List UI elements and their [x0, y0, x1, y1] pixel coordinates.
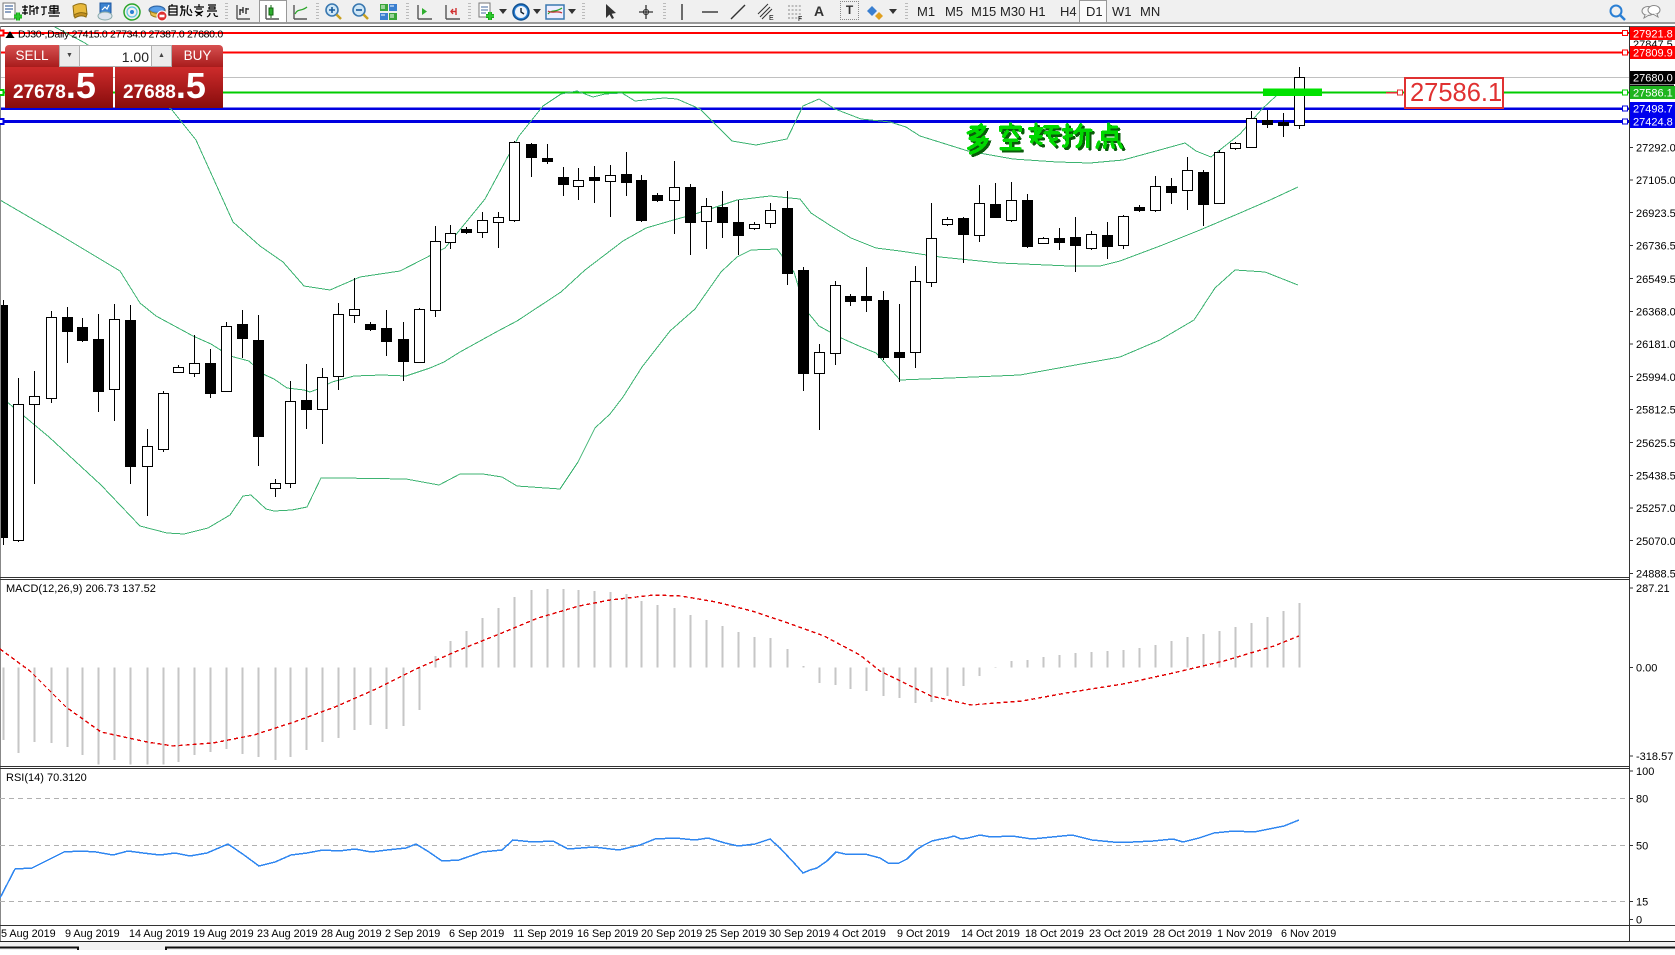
- svg-text:14 Oct 2019: 14 Oct 2019: [961, 928, 1020, 940]
- svg-text:11 Sep 2019: 11 Sep 2019: [513, 928, 573, 940]
- svg-text:28 Aug 2019: 28 Aug 2019: [321, 928, 382, 940]
- svg-text:RSI(14) 70.3120: RSI(14) 70.3120: [6, 772, 87, 784]
- svg-text:14 Aug 2019: 14 Aug 2019: [129, 928, 190, 940]
- svg-text:MACD(12,26,9) 206.73 137.52: MACD(12,26,9) 206.73 137.52: [6, 583, 156, 595]
- svg-text:28 Oct 2019: 28 Oct 2019: [1153, 928, 1212, 940]
- svg-text:26923.5: 26923.5: [1636, 208, 1675, 220]
- svg-text:26181.0: 26181.0: [1636, 339, 1675, 351]
- svg-text:100: 100: [1636, 766, 1654, 778]
- svg-text:E: E: [769, 15, 774, 22]
- svg-text:5 Aug 2019: 5 Aug 2019: [1, 928, 56, 940]
- svg-text:6 Nov 2019: 6 Nov 2019: [1281, 928, 1336, 940]
- svg-text:26736.5: 26736.5: [1636, 241, 1675, 253]
- svg-text:9 Aug 2019: 9 Aug 2019: [65, 928, 120, 940]
- svg-text:25812.5: 25812.5: [1636, 405, 1675, 417]
- svg-text:2 Sep 2019: 2 Sep 2019: [385, 928, 440, 940]
- svg-text:27586.1: 27586.1: [1633, 88, 1673, 100]
- svg-text:4 Oct 2019: 4 Oct 2019: [833, 928, 886, 940]
- svg-text:0.00: 0.00: [1636, 663, 1657, 675]
- svg-text:-318.57: -318.57: [1636, 751, 1673, 763]
- svg-text:287.21: 287.21: [1636, 583, 1670, 595]
- svg-text:23 Aug 2019: 23 Aug 2019: [257, 928, 318, 940]
- svg-text:15: 15: [1636, 897, 1648, 909]
- svg-text:9 Oct 2019: 9 Oct 2019: [897, 928, 950, 940]
- svg-text:25070.0: 25070.0: [1636, 536, 1675, 548]
- svg-text:30 Sep 2019: 30 Sep 2019: [769, 928, 830, 940]
- svg-text:6 Sep 2019: 6 Sep 2019: [449, 928, 504, 940]
- svg-text:1 Nov 2019: 1 Nov 2019: [1217, 928, 1272, 940]
- svg-text:20 Sep 2019: 20 Sep 2019: [641, 928, 702, 940]
- svg-text:27921.8: 27921.8: [1633, 29, 1673, 41]
- svg-text:DJ30-,Daily 27415.0 27734.0 2: DJ30-,Daily 27415.0 27734.0 27387.0 2768…: [18, 29, 223, 41]
- svg-text:27498.7: 27498.7: [1633, 104, 1673, 116]
- svg-text:25994.0: 25994.0: [1636, 372, 1675, 384]
- svg-text:25625.5: 25625.5: [1636, 438, 1675, 450]
- svg-text:25257.0: 25257.0: [1636, 503, 1675, 515]
- svg-text:27586.1: 27586.1: [1410, 79, 1502, 107]
- svg-text:19 Aug 2019: 19 Aug 2019: [193, 928, 254, 940]
- svg-text:25438.5: 25438.5: [1636, 471, 1675, 483]
- svg-text:27105.0: 27105.0: [1636, 175, 1675, 187]
- svg-text:24888.5: 24888.5: [1636, 569, 1675, 581]
- svg-text:0: 0: [1636, 915, 1642, 927]
- svg-text:50: 50: [1636, 841, 1648, 853]
- svg-text:27424.8: 27424.8: [1633, 117, 1673, 129]
- svg-text:27680.0: 27680.0: [1633, 73, 1673, 85]
- svg-text:80: 80: [1636, 794, 1648, 806]
- svg-text:25 Sep 2019: 25 Sep 2019: [705, 928, 766, 940]
- svg-text:23 Oct 2019: 23 Oct 2019: [1089, 928, 1148, 940]
- svg-text:26549.5: 26549.5: [1636, 274, 1675, 286]
- svg-text:16 Sep 2019: 16 Sep 2019: [577, 928, 638, 940]
- svg-text:F: F: [798, 16, 802, 22]
- svg-text:27809.9: 27809.9: [1633, 48, 1673, 60]
- svg-text:27292.0: 27292.0: [1636, 143, 1675, 155]
- svg-text:26368.0: 26368.0: [1636, 307, 1675, 319]
- svg-text:18 Oct 2019: 18 Oct 2019: [1025, 928, 1084, 940]
